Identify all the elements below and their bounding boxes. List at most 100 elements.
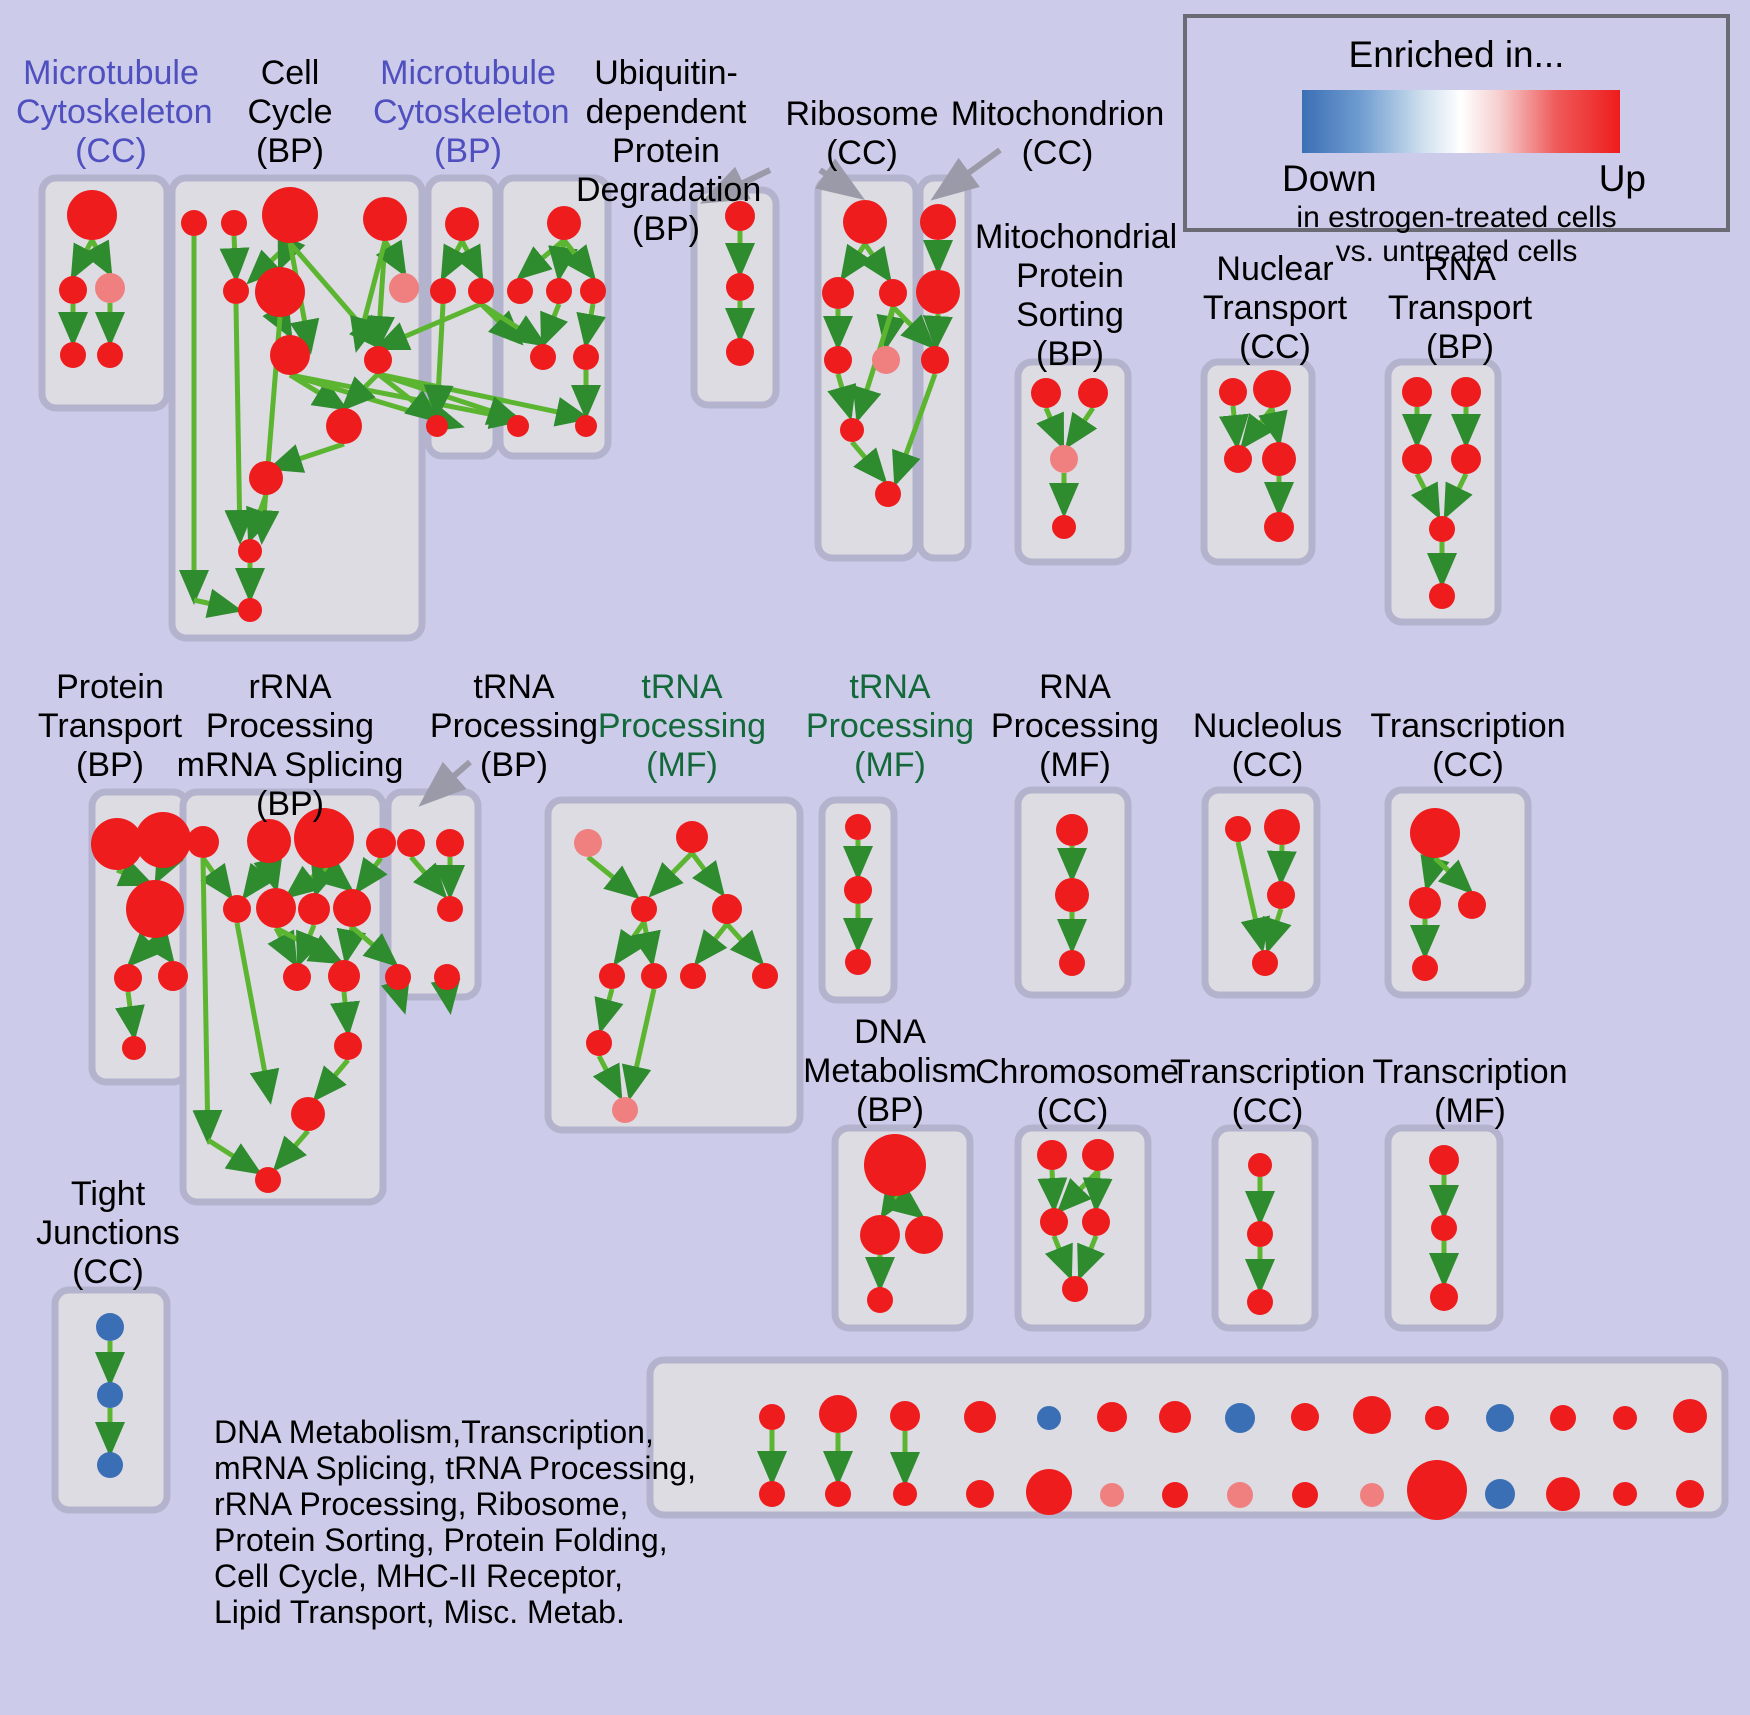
network-node[interactable] (1673, 1399, 1707, 1433)
network-node[interactable] (1409, 887, 1441, 919)
network-node[interactable] (1252, 950, 1278, 976)
network-node[interactable] (819, 1395, 857, 1433)
network-node[interactable] (712, 894, 742, 924)
network-node[interactable] (867, 1287, 893, 1313)
network-node[interactable] (1056, 814, 1088, 846)
network-node[interactable] (283, 963, 311, 991)
network-node[interactable] (60, 342, 86, 368)
network-node[interactable] (586, 1030, 612, 1056)
network-node[interactable] (326, 408, 362, 444)
network-node[interactable] (893, 1482, 917, 1506)
network-node[interactable] (1267, 881, 1295, 909)
network-node[interactable] (843, 200, 887, 244)
network-node[interactable] (1225, 1403, 1255, 1433)
network-node[interactable] (1253, 370, 1291, 408)
network-node[interactable] (759, 1481, 785, 1507)
network-node[interactable] (187, 826, 219, 858)
network-node[interactable] (507, 278, 533, 304)
network-node[interactable] (366, 828, 396, 858)
network-node[interactable] (1162, 1482, 1188, 1508)
network-node[interactable] (436, 829, 464, 857)
network-node[interactable] (1429, 516, 1455, 542)
network-node[interactable] (298, 893, 330, 925)
network-node[interactable] (631, 896, 657, 922)
network-node[interactable] (96, 1313, 124, 1341)
network-node[interactable] (1412, 955, 1438, 981)
network-node[interactable] (1100, 1483, 1124, 1507)
network-node[interactable] (921, 346, 949, 374)
network-node[interactable] (1292, 1482, 1318, 1508)
network-node[interactable] (389, 273, 419, 303)
network-node[interactable] (580, 278, 606, 304)
network-node[interactable] (1425, 1406, 1449, 1430)
network-node[interactable] (363, 197, 407, 241)
network-node[interactable] (1262, 442, 1296, 476)
network-node[interactable] (1026, 1469, 1072, 1515)
network-node[interactable] (468, 278, 494, 304)
network-node[interactable] (1430, 1283, 1458, 1311)
network-node[interactable] (964, 1401, 996, 1433)
network-node[interactable] (1082, 1139, 1114, 1171)
network-node[interactable] (1097, 1402, 1127, 1432)
network-node[interactable] (126, 880, 184, 938)
network-node[interactable] (573, 344, 599, 370)
network-node[interactable] (1451, 377, 1481, 407)
network-node[interactable] (1050, 445, 1078, 473)
network-node[interactable] (844, 876, 872, 904)
network-node[interactable] (181, 210, 207, 236)
network-node[interactable] (1613, 1406, 1637, 1430)
network-node[interactable] (262, 187, 318, 243)
network-node[interactable] (397, 829, 425, 857)
network-node[interactable] (599, 963, 625, 989)
network-node[interactable] (822, 277, 854, 309)
network-node[interactable] (680, 963, 706, 989)
network-node[interactable] (1264, 809, 1300, 845)
network-node[interactable] (1031, 378, 1061, 408)
network-node[interactable] (1219, 378, 1247, 406)
network-node[interactable] (445, 207, 479, 241)
network-node[interactable] (426, 415, 448, 437)
network-node[interactable] (1360, 1483, 1384, 1507)
network-node[interactable] (255, 1167, 281, 1193)
network-node[interactable] (1407, 1460, 1467, 1520)
network-node[interactable] (726, 338, 754, 366)
network-node[interactable] (1291, 1403, 1319, 1431)
network-node[interactable] (547, 206, 581, 240)
network-node[interactable] (612, 1097, 638, 1123)
network-node[interactable] (221, 210, 247, 236)
network-node[interactable] (437, 896, 463, 922)
network-node[interactable] (364, 346, 392, 374)
network-node[interactable] (726, 273, 754, 301)
network-node[interactable] (1055, 878, 1089, 912)
network-node[interactable] (1227, 1482, 1253, 1508)
network-node[interactable] (97, 1382, 123, 1408)
network-node[interactable] (95, 273, 125, 303)
network-node[interactable] (845, 949, 871, 975)
network-node[interactable] (546, 278, 572, 304)
network-node[interactable] (135, 812, 191, 868)
network-node[interactable] (845, 814, 871, 840)
network-node[interactable] (223, 278, 249, 304)
network-node[interactable] (641, 963, 667, 989)
network-node[interactable] (1402, 444, 1432, 474)
network-node[interactable] (291, 1097, 325, 1131)
network-node[interactable] (840, 418, 864, 442)
network-node[interactable] (825, 1481, 851, 1507)
network-node[interactable] (872, 346, 900, 374)
network-node[interactable] (1410, 808, 1460, 858)
network-node[interactable] (1037, 1406, 1061, 1430)
network-node[interactable] (920, 204, 956, 240)
network-node[interactable] (333, 889, 371, 927)
network-node[interactable] (434, 964, 460, 990)
network-node[interactable] (1613, 1482, 1637, 1506)
network-node[interactable] (890, 1401, 920, 1431)
network-node[interactable] (1431, 1215, 1457, 1241)
network-node[interactable] (255, 267, 305, 317)
network-node[interactable] (1486, 1404, 1514, 1432)
network-node[interactable] (507, 415, 529, 437)
network-node[interactable] (1159, 1401, 1191, 1433)
network-node[interactable] (824, 346, 852, 374)
network-node[interactable] (247, 819, 291, 863)
network-node[interactable] (966, 1480, 994, 1508)
network-node[interactable] (1353, 1396, 1391, 1434)
